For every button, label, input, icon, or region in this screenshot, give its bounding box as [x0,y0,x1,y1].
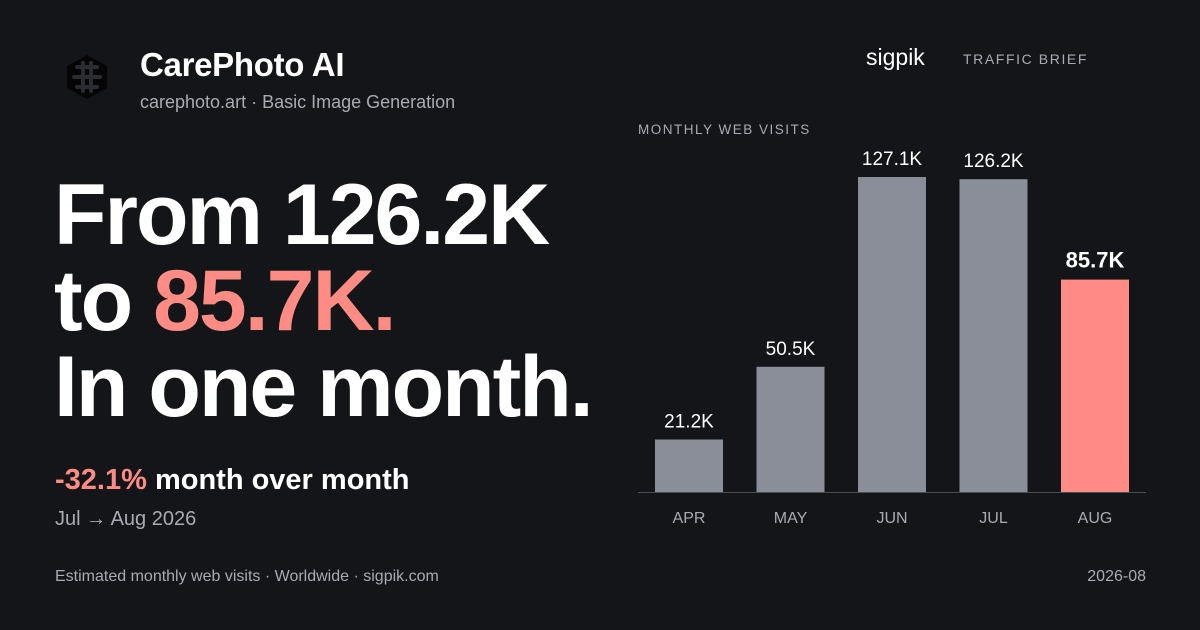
x-tick-label: MAY [774,510,808,527]
headline-line-2: to 85.7K. [54,258,592,344]
bar-value-label: 127.1K [862,149,923,170]
source-name: sigpik [866,44,925,70]
bar-value-label: 126.2K [963,151,1024,172]
headline: From 126.2K to 85.7K. In one month. [54,167,594,435]
x-tick-label: APR [673,510,706,527]
app-subtitle: carephoto.art · Basic Image Generation [140,92,456,112]
bar-may [756,366,825,492]
headline-highlight-value: 85.7K. [153,253,396,349]
bar-jun [858,177,926,492]
x-tick-label: JUL [979,510,1008,527]
x-tick-label: JUN [876,510,907,527]
headline-line-1: From 126.2K [54,167,550,263]
bar-aug [1061,279,1129,492]
footer-note: Estimated monthly web visits · Worldwide… [55,568,439,585]
headline-line-3: In one month. [54,339,594,435]
footer-date: 2026-08 [1087,568,1146,585]
bar-apr [655,439,723,492]
chart-title: MONTHLY WEB VISITS [638,122,811,137]
change-summary: -32.1% month over month [55,464,410,497]
bar-jul [959,179,1028,492]
bar-value-label: 21.2K [664,412,714,433]
change-label: month over month [146,464,410,496]
x-tick-label: AUG [1078,510,1113,527]
change-percent: -32.1% [55,464,147,496]
app-name: CarePhoto AI [140,46,345,83]
bar-value-label: 50.5K [766,339,816,360]
headline-line-2-prefix: to [54,253,154,349]
bar-value-label: 85.7K [1066,248,1125,273]
brief-badge: TRAFFIC BRIEF [963,51,1089,67]
change-period: Jul → Aug 2026 [55,508,197,530]
carephoto-logo-icon [67,55,107,99]
